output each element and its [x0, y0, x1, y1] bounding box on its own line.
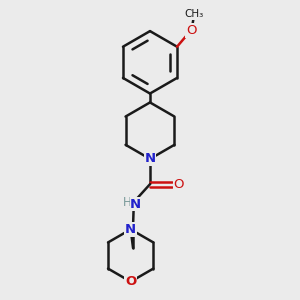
- Text: H: H: [122, 196, 131, 209]
- Text: N: N: [125, 223, 136, 236]
- Text: O: O: [186, 24, 196, 37]
- Text: N: N: [144, 152, 156, 165]
- Text: N: N: [130, 198, 141, 211]
- Text: O: O: [174, 178, 184, 191]
- Text: O: O: [125, 275, 136, 288]
- Text: CH₃: CH₃: [184, 9, 203, 19]
